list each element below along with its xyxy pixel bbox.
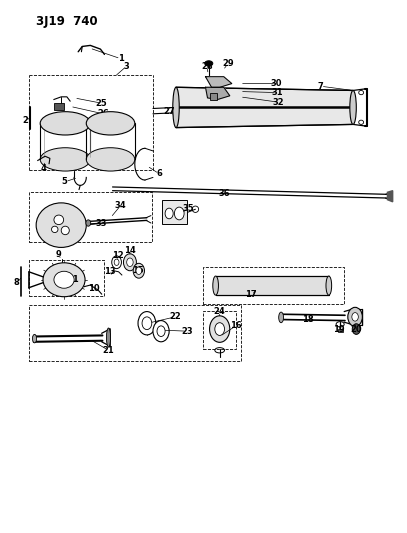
Ellipse shape	[123, 254, 136, 271]
Bar	[162, 200, 187, 224]
Text: 32: 32	[272, 98, 284, 107]
Text: 27: 27	[163, 107, 175, 116]
Text: 3J19  740: 3J19 740	[36, 14, 97, 28]
Text: 14: 14	[124, 246, 136, 255]
Ellipse shape	[36, 203, 86, 247]
Bar	[338, 329, 343, 332]
Bar	[203, 266, 344, 304]
Text: 23: 23	[182, 327, 193, 336]
Text: 33: 33	[96, 219, 107, 228]
Ellipse shape	[173, 87, 179, 127]
Text: 11: 11	[68, 274, 79, 284]
Text: 30: 30	[271, 79, 282, 88]
Text: 15: 15	[132, 266, 144, 275]
Text: 18: 18	[302, 315, 314, 324]
Ellipse shape	[114, 259, 119, 265]
Text: 17: 17	[245, 289, 257, 298]
Text: 9: 9	[56, 251, 62, 260]
Polygon shape	[216, 276, 329, 295]
Ellipse shape	[86, 148, 135, 171]
Ellipse shape	[86, 112, 135, 135]
Text: 7: 7	[318, 82, 324, 91]
Ellipse shape	[213, 276, 219, 295]
Bar	[29, 192, 152, 242]
Ellipse shape	[127, 258, 133, 266]
Text: 36: 36	[219, 189, 230, 198]
Text: 6: 6	[156, 169, 162, 178]
Text: 34: 34	[115, 201, 127, 210]
Bar	[210, 93, 217, 100]
Ellipse shape	[326, 276, 332, 295]
Text: 22: 22	[169, 312, 181, 321]
Ellipse shape	[210, 316, 230, 342]
Text: 4: 4	[41, 164, 47, 173]
Ellipse shape	[136, 267, 142, 274]
Ellipse shape	[142, 317, 152, 329]
Ellipse shape	[54, 215, 63, 224]
Text: 28: 28	[201, 62, 212, 70]
Bar	[204, 311, 236, 349]
Text: 12: 12	[112, 252, 124, 261]
Text: 19: 19	[333, 325, 345, 334]
Ellipse shape	[153, 320, 169, 342]
Text: 24: 24	[214, 307, 225, 316]
Ellipse shape	[157, 326, 165, 336]
Ellipse shape	[138, 312, 156, 335]
Ellipse shape	[86, 220, 91, 226]
Ellipse shape	[165, 208, 173, 219]
Text: 21: 21	[103, 346, 114, 355]
Ellipse shape	[279, 312, 284, 322]
Ellipse shape	[61, 226, 69, 235]
Text: 13: 13	[104, 268, 116, 276]
Text: 25: 25	[96, 99, 107, 108]
Text: 10: 10	[88, 284, 99, 293]
Polygon shape	[176, 87, 353, 127]
Text: 1: 1	[118, 54, 124, 63]
Text: 2: 2	[22, 116, 28, 125]
Ellipse shape	[33, 334, 37, 343]
Ellipse shape	[40, 148, 90, 171]
Ellipse shape	[205, 61, 213, 66]
Polygon shape	[206, 87, 230, 100]
Text: 26: 26	[97, 109, 109, 118]
Bar	[54, 103, 64, 110]
Ellipse shape	[52, 226, 58, 232]
Ellipse shape	[43, 263, 85, 297]
Ellipse shape	[350, 91, 356, 124]
Ellipse shape	[133, 263, 144, 278]
Ellipse shape	[107, 328, 111, 347]
Ellipse shape	[112, 256, 121, 269]
Ellipse shape	[352, 324, 360, 334]
Polygon shape	[206, 77, 232, 87]
Text: 3: 3	[124, 62, 129, 70]
Polygon shape	[387, 191, 393, 202]
Text: 31: 31	[271, 88, 283, 97]
Text: 5: 5	[61, 177, 67, 186]
Bar	[29, 305, 241, 361]
Text: 16: 16	[230, 321, 242, 330]
Ellipse shape	[215, 322, 225, 335]
Bar	[29, 260, 104, 296]
Ellipse shape	[40, 112, 90, 135]
Ellipse shape	[174, 207, 184, 220]
Ellipse shape	[173, 104, 177, 117]
Text: 29: 29	[222, 60, 234, 68]
Ellipse shape	[54, 271, 74, 288]
Ellipse shape	[352, 313, 358, 321]
Text: 35: 35	[182, 204, 194, 213]
Ellipse shape	[348, 308, 362, 326]
Text: 8: 8	[14, 278, 20, 287]
Text: 20: 20	[350, 325, 362, 334]
